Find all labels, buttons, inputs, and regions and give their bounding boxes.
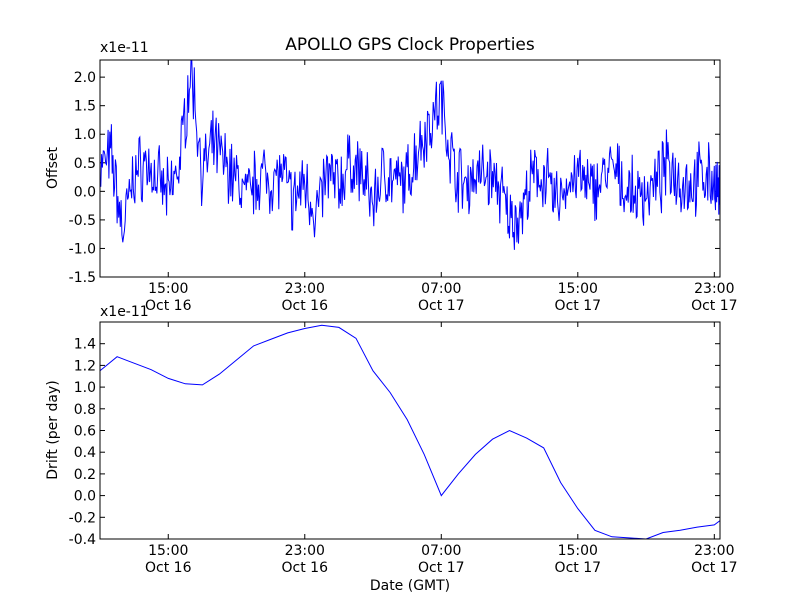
- offset-y-tick-label: 1.0: [74, 127, 96, 143]
- drift-scale-label: x1e-11: [100, 304, 149, 320]
- offset-y-tick-label: -1.5: [69, 270, 96, 286]
- offset-y-axis-label: Offset: [45, 146, 61, 189]
- offset-y-ticks: -1.5 -1.0 -0.5 0.0 0.5 1.0 1.5 2.0: [69, 70, 720, 286]
- offset-y-tick-label: -1.0: [69, 241, 96, 257]
- chart-title: APOLLO GPS Clock Properties: [285, 35, 535, 55]
- offset-y-tick-label: 0.5: [74, 156, 96, 172]
- drift-y-tick-label: 1.4: [74, 337, 96, 353]
- drift-y-tick-label: -0.2: [69, 510, 96, 526]
- drift-x-axis-label: Date (GMT): [370, 578, 450, 594]
- offset-x-tick-time-label: 15:00: [558, 281, 598, 297]
- offset-x-tick-date-label: Oct 17: [691, 298, 737, 314]
- offset-x-tick-time-label: 23:00: [694, 281, 734, 297]
- offset-panel: x1e-11 Offset -1.5 -1.0 -0.5 0.0 0.5 1.0 1.5 2.…: [45, 40, 738, 314]
- offset-x-tick-date-label: Oct 16: [145, 298, 192, 314]
- offset-x-tick-time-label: 15:00: [148, 281, 188, 297]
- drift-x-tick-time-label: 15:00: [148, 543, 188, 559]
- offset-y-tick-label: 2.0: [74, 70, 96, 86]
- drift-panel: x1e-11 Drift (per day) -0.4 -0.2 0.0 0.2 0.4…: [45, 304, 738, 594]
- drift-y-tick-label: -0.4: [69, 532, 96, 548]
- drift-plot-frame: [99, 321, 721, 540]
- drift-series-line: [99, 324, 721, 540]
- drift-x-tick-time-label: 07:00: [421, 543, 461, 559]
- offset-x-tick-date-label: Oct 17: [418, 298, 464, 314]
- offset-x-tick-time-label: 23:00: [285, 281, 325, 297]
- drift-x-tick-date-label: Oct 17: [418, 560, 464, 576]
- offset-x-tick-date-label: Oct 17: [555, 298, 601, 314]
- offset-y-tick-label: 0.0: [74, 184, 96, 200]
- drift-x-tick-date-label: Oct 17: [691, 560, 737, 576]
- drift-y-tick-label: 0.0: [74, 489, 96, 505]
- drift-y-tick-label: 0.6: [74, 424, 96, 440]
- drift-x-tick-date-label: Oct 16: [282, 560, 329, 576]
- offset-plot-frame: [99, 59, 721, 278]
- drift-x-tick-date-label: Oct 16: [145, 560, 192, 576]
- drift-y-tick-label: 1.2: [74, 358, 96, 374]
- drift-x-tick-time-label: 23:00: [285, 543, 325, 559]
- offset-x-tick-date-label: Oct 16: [282, 298, 329, 314]
- offset-y-tick-label: 1.5: [74, 99, 96, 115]
- drift-y-ticks: -0.4 -0.2 0.0 0.2 0.4 0.6 0.8 1.0 1.2 1.4: [69, 337, 720, 548]
- drift-x-tick-time-label: 15:00: [558, 543, 598, 559]
- offset-y-tick-label: -0.5: [69, 213, 96, 229]
- offset-series-line: [99, 59, 721, 250]
- drift-y-tick-label: 0.8: [74, 402, 96, 418]
- drift-y-tick-label: 0.2: [74, 467, 96, 483]
- drift-y-tick-label: 0.4: [74, 445, 96, 461]
- drift-x-tick-date-label: Oct 17: [555, 560, 601, 576]
- drift-y-axis-label: Drift (per day): [45, 380, 61, 479]
- drift-x-tick-time-label: 23:00: [694, 543, 734, 559]
- offset-x-tick-time-label: 07:00: [421, 281, 461, 297]
- drift-y-tick-label: 1.0: [74, 380, 96, 396]
- offset-scale-label: x1e-11: [100, 40, 149, 56]
